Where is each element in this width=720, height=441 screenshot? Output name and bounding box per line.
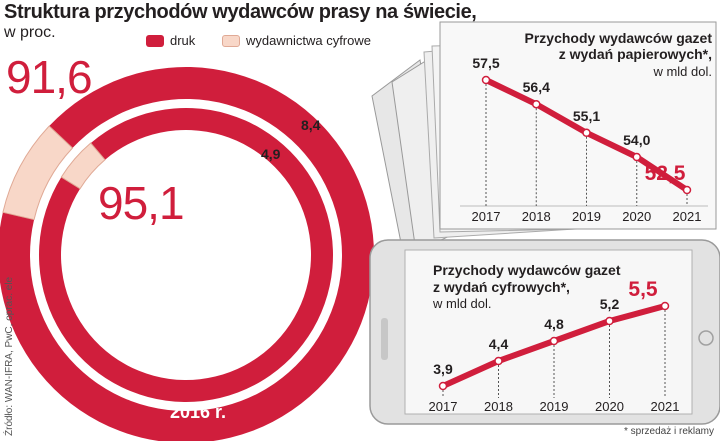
data-point <box>549 336 559 346</box>
data-point <box>605 316 614 326</box>
x-tick-label: 2018 <box>484 399 513 414</box>
digital-revenue-chart: 3,9 2017 4,4 2018 4,8 2019 5,2 2020 5,5 2021 <box>429 278 680 414</box>
data-point <box>682 185 692 195</box>
legend-swatch-print <box>146 35 164 47</box>
x-tick-label: 2017 <box>472 209 501 224</box>
x-tick-label: 2018 <box>522 209 551 224</box>
donut-inner-digital-slice <box>60 142 106 190</box>
print-revenue-chart: 57,5 2017 56,4 2018 55,1 2019 54,0 2020 52,5 2021 <box>472 55 702 224</box>
source-note: Źródło: WAN-IFRA, PwC, oprac. ele <box>4 276 15 436</box>
data-point <box>532 99 541 109</box>
data-point <box>632 152 641 162</box>
donut-chart <box>0 67 374 441</box>
footnote: * sprzedaż i reklamy <box>623 426 714 437</box>
donut-outer-print-value: 91,6 <box>6 51 93 103</box>
chart-subtitle: w proc. <box>4 24 56 41</box>
phone-speaker <box>381 318 388 360</box>
data-label: 5,2 <box>600 296 620 312</box>
data-label: 57,5 <box>472 55 499 71</box>
data-label: 3,9 <box>433 361 453 377</box>
phone-home-button <box>698 330 714 346</box>
data-point <box>481 75 491 85</box>
data-label: 54,0 <box>623 132 650 148</box>
print-chart-title-line2: z wydań papierowych*, <box>558 46 712 62</box>
legend-swatch-digital <box>222 35 240 47</box>
legend-label-print: druk <box>170 33 196 48</box>
digital-chart-title-line2: z wydań cyfrowych*, <box>433 279 570 295</box>
x-tick-label: 2021 <box>673 209 702 224</box>
x-tick-label: 2020 <box>622 209 651 224</box>
data-label: 4,8 <box>544 316 564 332</box>
x-tick-label: 2017 <box>429 399 458 414</box>
data-label: 4,4 <box>489 336 509 352</box>
digital-chart-title-line1: Przychody wydawców gazet <box>433 262 621 278</box>
print-chart-unit: w mld dol. <box>653 64 712 79</box>
donut-outer-year-label: 2016 r. <box>170 402 227 422</box>
data-point <box>438 381 448 391</box>
digital-chart-unit: w mld dol. <box>433 296 492 311</box>
donut-outer-digital-slice <box>2 125 74 221</box>
donut-inner-print-value: 95,1 <box>98 177 185 229</box>
x-tick-label: 2019 <box>540 399 569 414</box>
data-point <box>660 301 670 311</box>
donut-inner-digital-value: 4,9 <box>261 146 281 162</box>
print-chart-title-line1: Przychody wydawców gazet <box>524 30 713 46</box>
donut-outer-digital-value: 8,4 <box>301 117 321 133</box>
x-tick-label: 2019 <box>572 209 601 224</box>
data-label: 52,5 <box>645 162 686 185</box>
data-point <box>582 128 591 138</box>
data-point <box>494 356 503 366</box>
donut-inner-year-label: 2012 r. <box>170 357 227 377</box>
legend-label-digital: wydawnictwa cyfrowe <box>246 33 371 48</box>
x-tick-label: 2021 <box>651 399 680 414</box>
data-label: 56,4 <box>523 79 550 95</box>
data-label: 55,1 <box>573 108 600 124</box>
x-tick-label: 2020 <box>595 399 624 414</box>
chart-title: Struktura przychodów wydawców prasy na ś… <box>4 1 477 23</box>
data-label: 5,5 <box>628 278 658 301</box>
